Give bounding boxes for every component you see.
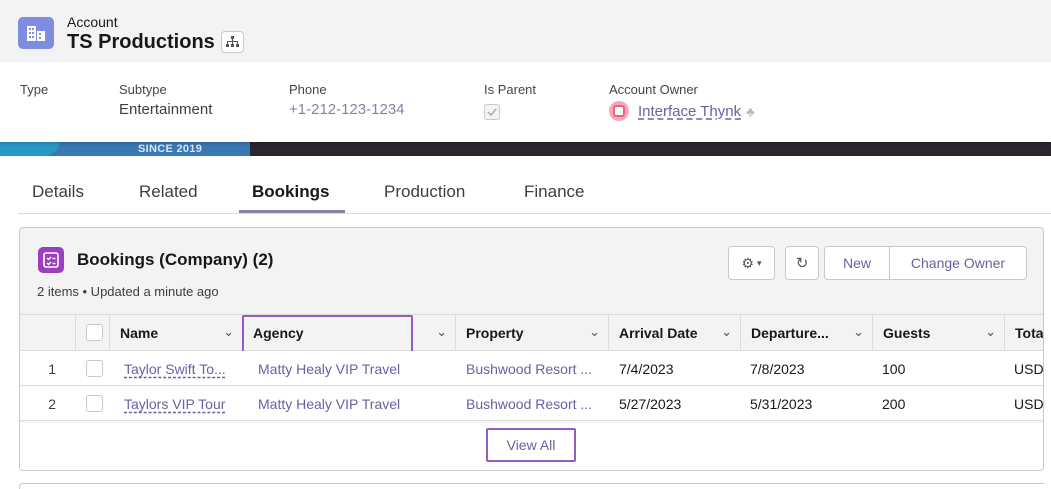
row-number: 1	[48, 360, 56, 377]
refresh-icon: ↻	[795, 255, 809, 272]
related-list-title[interactable]: Bookings (Company) (2)	[77, 250, 274, 269]
owner-avatar	[609, 101, 629, 121]
select-all-header	[76, 315, 110, 351]
is-parent-field: Is Parent	[484, 82, 536, 120]
refresh-button[interactable]: ↻	[785, 246, 819, 280]
record-tabs: Details Related Bookings Production Fina…	[18, 156, 1051, 214]
bookings-related-list: Bookings (Company) (2) 2 items • Updated…	[19, 227, 1044, 471]
chevron-down-icon[interactable]: ⌄	[985, 324, 996, 339]
table-row: 1 Taylor Swift To... Matty Healy VIP Tra…	[20, 351, 1044, 386]
gear-icon: ⚙	[741, 254, 755, 271]
tab-bookings[interactable]: Bookings	[252, 182, 330, 201]
row-number: 2	[48, 395, 56, 412]
account-owner-field: Account Owner Interface Thynk ♣	[609, 82, 755, 121]
tab-finance[interactable]: Finance	[524, 182, 585, 201]
subtype-label: Subtype	[119, 82, 167, 97]
column-header-agency[interactable]: Agency ⌄	[243, 315, 456, 351]
column-header-name[interactable]: Name ⌄	[110, 315, 243, 351]
departure-date-cell: 7/8/2023	[750, 360, 805, 377]
total-cell: USD	[1014, 360, 1044, 377]
phone-link[interactable]: +1-212-123-1234	[289, 101, 405, 118]
highlights-panel: Type Subtype Entertainment Phone +1-212-…	[0, 62, 1051, 142]
page-title: TS Productions	[67, 31, 215, 53]
booking-name-link[interactable]: Taylors VIP Tour	[124, 395, 226, 412]
row-checkbox[interactable]	[86, 395, 103, 412]
object-type-label: Account	[67, 14, 118, 30]
column-header-total[interactable]: Tota	[1015, 325, 1044, 341]
chevron-down-icon: ▾	[757, 257, 762, 268]
column-header-arrival-date[interactable]: Arrival Date ⌄	[609, 315, 741, 351]
departure-date-cell: 5/31/2023	[750, 395, 813, 412]
main-content: Details Related Bookings Production Fina…	[0, 156, 1051, 489]
active-tab-indicator	[239, 210, 345, 213]
arrival-date-cell: 5/27/2023	[619, 395, 682, 412]
type-label: Type	[20, 82, 49, 97]
chevron-down-icon[interactable]: ⌄	[589, 324, 600, 339]
select-all-checkbox[interactable]	[86, 324, 103, 341]
property-link[interactable]: Bushwood Resort ...	[466, 395, 593, 412]
column-header-guests[interactable]: Guests ⌄	[873, 315, 1005, 351]
chevron-down-icon[interactable]: ⌄	[853, 324, 864, 339]
related-list-subtitle: 2 items • Updated a minute ago	[37, 284, 219, 299]
list-settings-button[interactable]: ⚙ ▾	[728, 246, 775, 280]
tab-production[interactable]: Production	[384, 182, 466, 201]
total-cell: USD	[1014, 395, 1044, 412]
booking-name-link[interactable]: Taylor Swift To...	[124, 360, 226, 377]
agency-link[interactable]: Matty Healy VIP Travel	[258, 360, 401, 377]
table-header: Name ⌄ Agency ⌄ Property ⌄ Arrival Date ⌄ De…	[20, 314, 1044, 353]
new-button[interactable]: New	[824, 246, 890, 280]
checkmark-icon	[487, 108, 497, 116]
property-link[interactable]: Bushwood Resort ...	[466, 360, 593, 377]
subtype-field: Subtype Entertainment	[119, 82, 212, 118]
next-card-edge	[19, 483, 1044, 489]
view-all-link[interactable]: View All	[486, 428, 576, 462]
hierarchy-icon	[226, 36, 239, 47]
guests-cell: 200	[882, 395, 906, 412]
account-owner-link[interactable]: Interface Thynk	[638, 102, 742, 120]
agency-link[interactable]: Matty Healy VIP Travel	[258, 395, 401, 412]
is-parent-checkbox	[484, 104, 500, 120]
change-owner-button[interactable]: Change Owner	[889, 246, 1027, 280]
account-owner-label: Account Owner	[609, 82, 698, 97]
subtype-value: Entertainment	[119, 101, 213, 118]
view-hierarchy-button[interactable]	[221, 31, 244, 53]
type-field: Type	[20, 82, 48, 101]
agency-column-highlight	[242, 315, 413, 353]
arrival-date-cell: 7/4/2023	[619, 360, 674, 377]
related-list-footer: View All	[20, 423, 1043, 470]
chevron-down-icon[interactable]: ⌄	[223, 324, 234, 339]
banner-text: SINCE 2019	[138, 143, 203, 155]
phone-field: Phone +1-212-123-1234	[289, 82, 405, 118]
chevron-down-icon[interactable]: ⌄	[721, 324, 732, 339]
account-banner-image: SINCE 2019	[0, 140, 1051, 156]
column-header-property[interactable]: Property ⌄	[456, 315, 609, 351]
phone-label: Phone	[289, 82, 327, 97]
guests-cell: 100	[882, 360, 906, 377]
row-number-header	[20, 315, 76, 351]
chevron-down-icon[interactable]: ⌄	[436, 324, 447, 339]
row-checkbox[interactable]	[86, 360, 103, 377]
building-icon	[18, 17, 54, 49]
tab-related[interactable]: Related	[139, 182, 198, 201]
tab-details[interactable]: Details	[32, 182, 84, 201]
change-owner-icon[interactable]: ♣	[746, 103, 755, 119]
bookings-icon	[38, 247, 64, 273]
column-header-departure[interactable]: Departure... ⌄	[741, 315, 873, 351]
record-header: Account TS Productions	[0, 0, 1051, 62]
is-parent-label: Is Parent	[484, 82, 537, 97]
table-row: 2 Taylors VIP Tour Matty Healy VIP Trave…	[20, 386, 1044, 421]
